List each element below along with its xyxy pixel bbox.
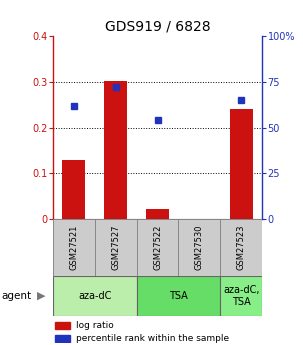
Text: GSM27523: GSM27523 bbox=[237, 225, 246, 270]
Bar bbox=[62, 160, 85, 219]
Text: GSM27527: GSM27527 bbox=[111, 225, 120, 270]
Text: ▶: ▶ bbox=[37, 291, 45, 301]
Bar bbox=[146, 209, 169, 219]
Bar bbox=[53, 276, 137, 316]
Text: GSM27521: GSM27521 bbox=[69, 225, 78, 270]
Bar bbox=[104, 81, 127, 219]
Bar bbox=[55, 335, 70, 342]
Text: GSM27522: GSM27522 bbox=[153, 225, 162, 270]
Bar bbox=[137, 276, 220, 316]
Bar bbox=[137, 219, 178, 276]
Bar bbox=[230, 109, 253, 219]
Bar bbox=[95, 219, 137, 276]
Bar bbox=[55, 322, 70, 329]
Text: aza-dC: aza-dC bbox=[78, 291, 112, 301]
Title: GDS919 / 6828: GDS919 / 6828 bbox=[105, 20, 210, 34]
Text: log ratio: log ratio bbox=[76, 321, 114, 330]
Text: agent: agent bbox=[2, 291, 32, 301]
Text: aza-dC,
TSA: aza-dC, TSA bbox=[223, 285, 259, 307]
Bar bbox=[178, 219, 220, 276]
Text: TSA: TSA bbox=[169, 291, 188, 301]
Text: GSM27530: GSM27530 bbox=[195, 225, 204, 270]
Bar bbox=[53, 219, 95, 276]
Bar bbox=[220, 276, 262, 316]
Bar bbox=[220, 219, 262, 276]
Text: percentile rank within the sample: percentile rank within the sample bbox=[76, 334, 229, 343]
